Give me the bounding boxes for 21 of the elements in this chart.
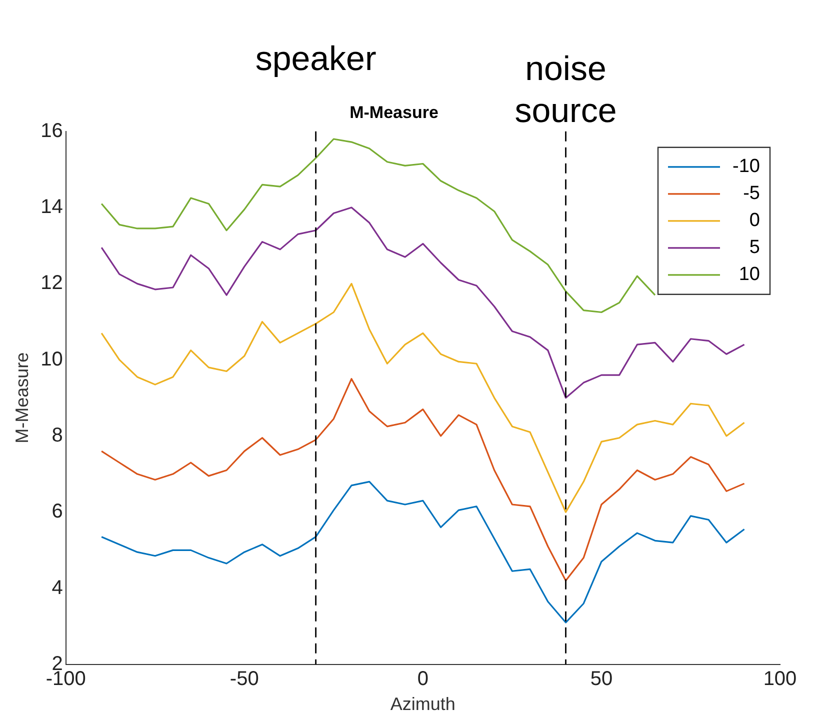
y-tick-label: 16 — [40, 120, 63, 142]
y-axis-title: M-Measure — [12, 352, 32, 444]
y-tick-label: 4 — [52, 576, 63, 599]
legend-label: -10 — [732, 156, 760, 178]
y-tick-label: 14 — [40, 196, 63, 218]
x-tick-label: 100 — [763, 668, 797, 690]
legend-label: 5 — [749, 237, 760, 258]
legend-label: 10 — [738, 264, 760, 286]
chart-title: M-Measure — [350, 102, 438, 122]
x-axis-title: Azimuth — [390, 694, 456, 714]
x-tick-label: 0 — [417, 668, 428, 690]
x-tick-label: 50 — [590, 668, 613, 690]
y-tick-label: 10 — [40, 348, 63, 370]
legend-label: 0 — [749, 210, 760, 232]
y-tick-label: 6 — [52, 500, 63, 523]
y-tick-label: 8 — [52, 424, 63, 446]
x-tick-label: -50 — [230, 668, 259, 690]
y-tick-label: 12 — [40, 272, 63, 294]
ref-line-label: speaker — [255, 40, 376, 78]
legend-label: -5 — [743, 183, 760, 204]
ref-line-label: noise source — [514, 50, 617, 130]
